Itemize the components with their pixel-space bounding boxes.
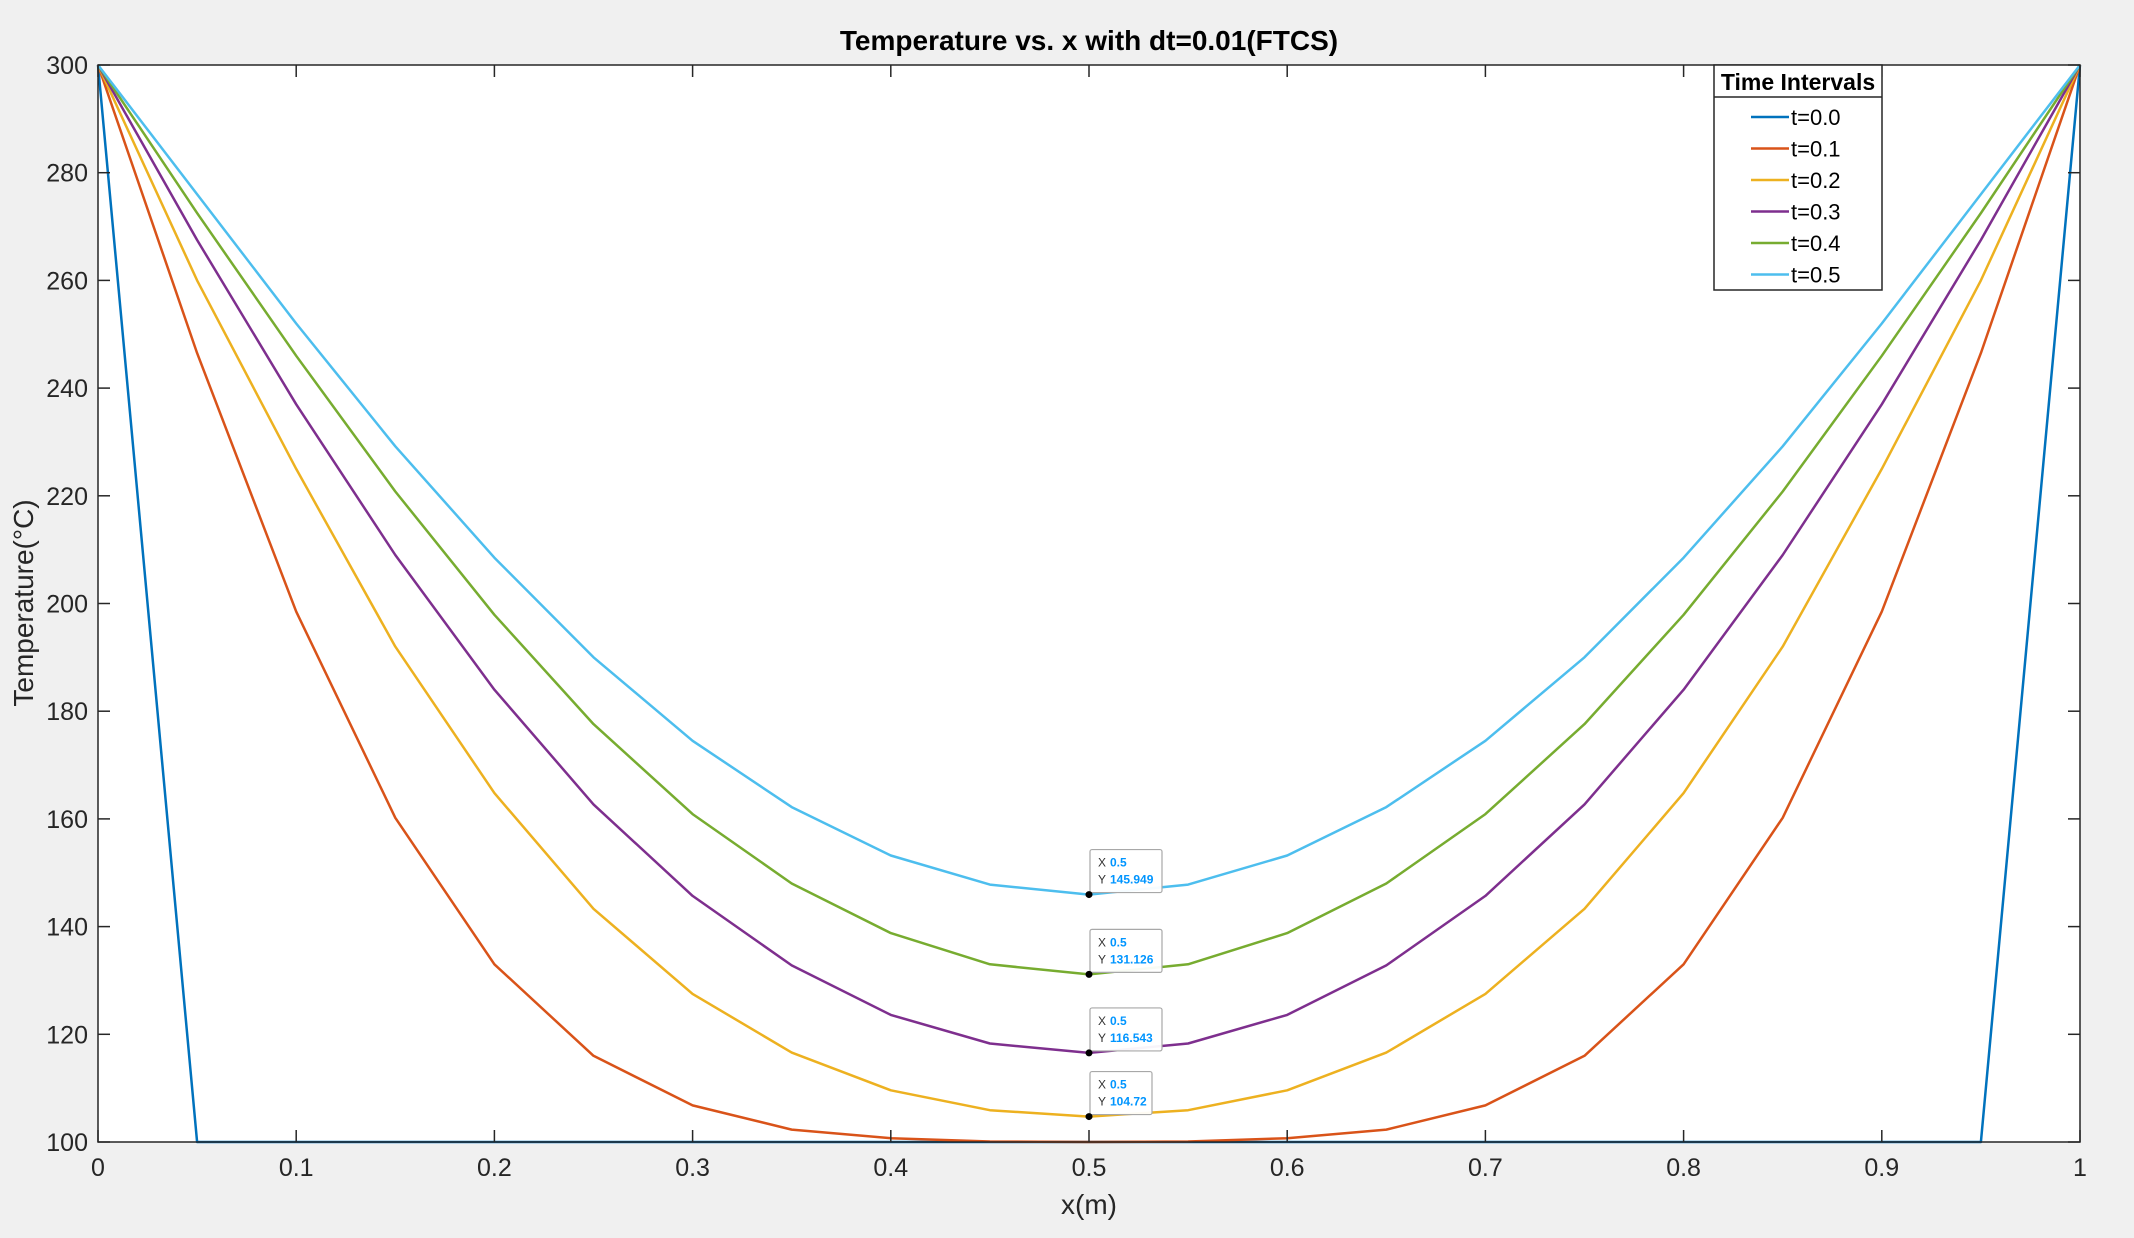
datatip-box — [1089, 928, 1163, 973]
datatip-y-label: Y — [1098, 1095, 1106, 1109]
x-tick-label: 0.8 — [1666, 1154, 1701, 1182]
y-tick-label: 120 — [46, 1021, 88, 1049]
datatip-y-label: Y — [1098, 952, 1106, 966]
datatip-box — [1089, 1070, 1153, 1116]
x-axis-label: x(m) — [1061, 1189, 1117, 1220]
x-tick-label: 1 — [2073, 1154, 2087, 1182]
chart-title: Temperature vs. x with dt=0.01(FTCS) — [840, 25, 1338, 56]
y-tick-label: 140 — [46, 914, 88, 942]
datatip-marker[interactable] — [1085, 1049, 1093, 1057]
legend-label: t=0.3 — [1791, 200, 1841, 225]
y-tick-label: 180 — [46, 698, 88, 726]
datatip-y-value: 145.949 — [1110, 873, 1154, 887]
datatip-y-label: Y — [1098, 1031, 1106, 1045]
datatips-layer: X 0.5 Y 145.949 X 0.5 Y 131.126 X 0.5 Y 116.543 X 0.5… — [1085, 848, 1163, 1121]
y-axis-label: Temperature(°C) — [8, 499, 39, 706]
x-tick-label: 0.4 — [873, 1154, 908, 1182]
y-tick-label: 200 — [46, 591, 88, 619]
ticks-layer: 0 0.1 0.2 0.3 0.4 0.5 0.6 0.7 0.8 0.9 1 100 120 140 16… — [46, 52, 2087, 1182]
legend-box — [1713, 64, 1883, 291]
x-tick-label: 0.6 — [1270, 1154, 1305, 1182]
datatip[interactable]: X 0.5 Y 131.126 — [1085, 928, 1163, 978]
datatip[interactable]: X 0.5 Y 116.543 — [1085, 1007, 1163, 1057]
legend-label: t=0.1 — [1791, 137, 1841, 162]
y-tick-label: 300 — [46, 52, 88, 80]
datatip-y-value: 104.72 — [1110, 1095, 1147, 1109]
datatip-x-label: X — [1098, 1014, 1106, 1028]
datatip-x-value: 0.5 — [1110, 1014, 1127, 1028]
legend-label: t=0.0 — [1791, 105, 1841, 130]
datatip-x-label: X — [1098, 856, 1106, 870]
datatip-marker[interactable] — [1085, 1113, 1093, 1121]
datatip-box — [1089, 1007, 1163, 1052]
y-tick-label: 240 — [46, 375, 88, 403]
x-tick-label: 0.7 — [1468, 1154, 1503, 1182]
y-tick-label: 260 — [46, 267, 88, 295]
datatip-marker[interactable] — [1085, 891, 1093, 899]
datatip-y-value: 131.126 — [1110, 952, 1154, 966]
datatip-x-label: X — [1098, 935, 1106, 949]
x-tick-label: 0.5 — [1072, 1154, 1107, 1182]
legend-title: Time Intervals — [1721, 69, 1875, 95]
datatip[interactable]: X 0.5 Y 104.72 — [1085, 1070, 1153, 1121]
legend-label: t=0.5 — [1791, 263, 1841, 288]
x-tick-label: 0.2 — [477, 1154, 512, 1182]
legend[interactable]: Time Intervals t=0.0 t=0.1 t=0.2 t=0.3 t=0.4… — [1713, 64, 1883, 291]
y-tick-label: 160 — [46, 806, 88, 834]
legend-label: t=0.4 — [1791, 231, 1841, 256]
legend-items: t=0.0 t=0.1 t=0.2 t=0.3 t=0.4 t=0.5 — [1751, 105, 1841, 288]
datatip-x-value: 0.5 — [1110, 1078, 1127, 1092]
datatip-x-value: 0.5 — [1110, 856, 1127, 870]
y-tick-label: 280 — [46, 160, 88, 188]
legend-label: t=0.2 — [1791, 168, 1841, 193]
datatip-marker[interactable] — [1085, 970, 1093, 978]
x-tick-label: 0.9 — [1864, 1154, 1899, 1182]
x-tick-label: 0 — [91, 1154, 105, 1182]
y-tick-label: 100 — [46, 1129, 88, 1157]
datatip-x-label: X — [1098, 1078, 1106, 1092]
x-tick-label: 0.1 — [279, 1154, 314, 1182]
x-tick-label: 0.3 — [675, 1154, 710, 1182]
datatip-box — [1089, 848, 1163, 894]
y-tick-label: 220 — [46, 483, 88, 511]
datatip[interactable]: X 0.5 Y 145.949 — [1085, 848, 1163, 899]
datatip-y-value: 116.543 — [1110, 1031, 1153, 1045]
datatip-y-label: Y — [1098, 873, 1106, 887]
datatip-x-value: 0.5 — [1110, 935, 1127, 949]
